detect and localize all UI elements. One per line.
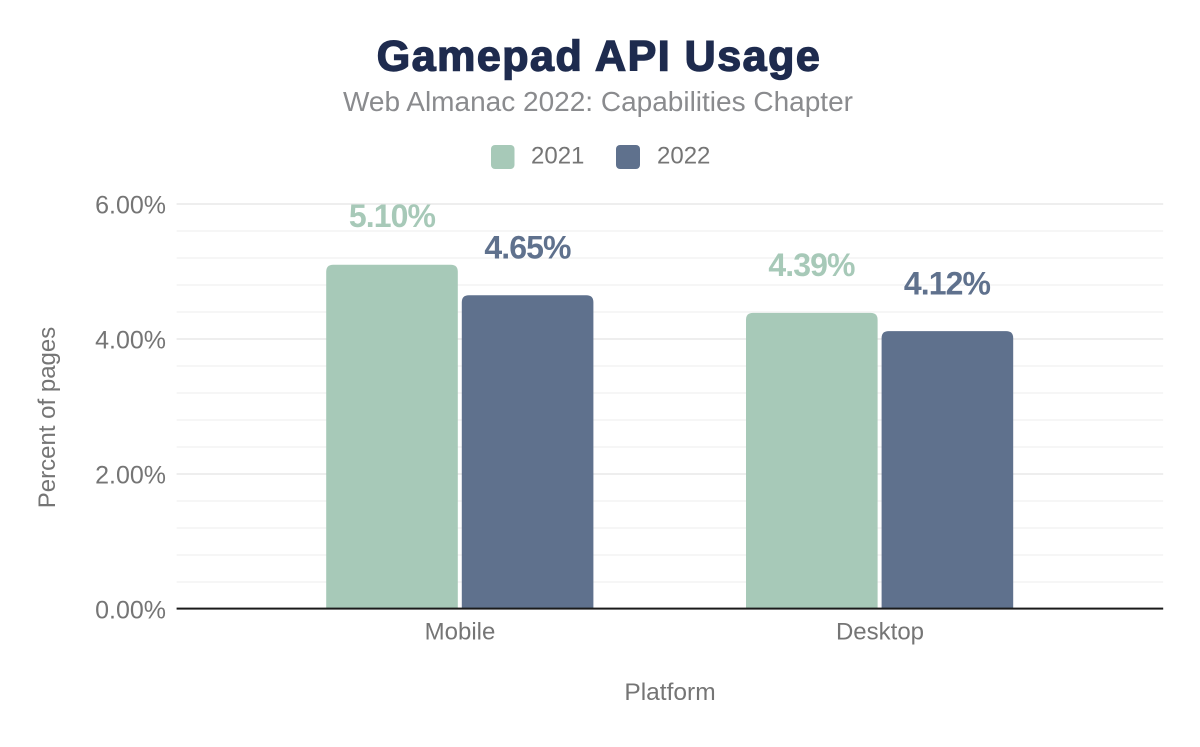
svg-text:6.00%: 6.00% — [95, 192, 166, 220]
svg-text:5.10%: 5.10% — [349, 198, 436, 234]
svg-text:0.00%: 0.00% — [95, 597, 166, 625]
svg-text:4.65%: 4.65% — [484, 230, 571, 266]
svg-text:4.12%: 4.12% — [904, 266, 991, 302]
svg-text:Web Almanac 2022: Capabilities: Web Almanac 2022: Capabilities Chapter — [343, 86, 853, 117]
svg-text:Gamepad API Usage: Gamepad API Usage — [377, 33, 822, 81]
svg-text:2021: 2021 — [531, 143, 584, 170]
svg-text:4.00%: 4.00% — [95, 327, 166, 355]
svg-text:Percent of pages: Percent of pages — [34, 327, 61, 508]
svg-text:Mobile: Mobile — [425, 619, 496, 646]
svg-text:4.39%: 4.39% — [768, 247, 855, 283]
svg-text:2.00%: 2.00% — [95, 462, 166, 490]
svg-text:Desktop: Desktop — [836, 619, 924, 646]
svg-text:Platform: Platform — [624, 679, 715, 706]
svg-text:2022: 2022 — [657, 143, 710, 170]
